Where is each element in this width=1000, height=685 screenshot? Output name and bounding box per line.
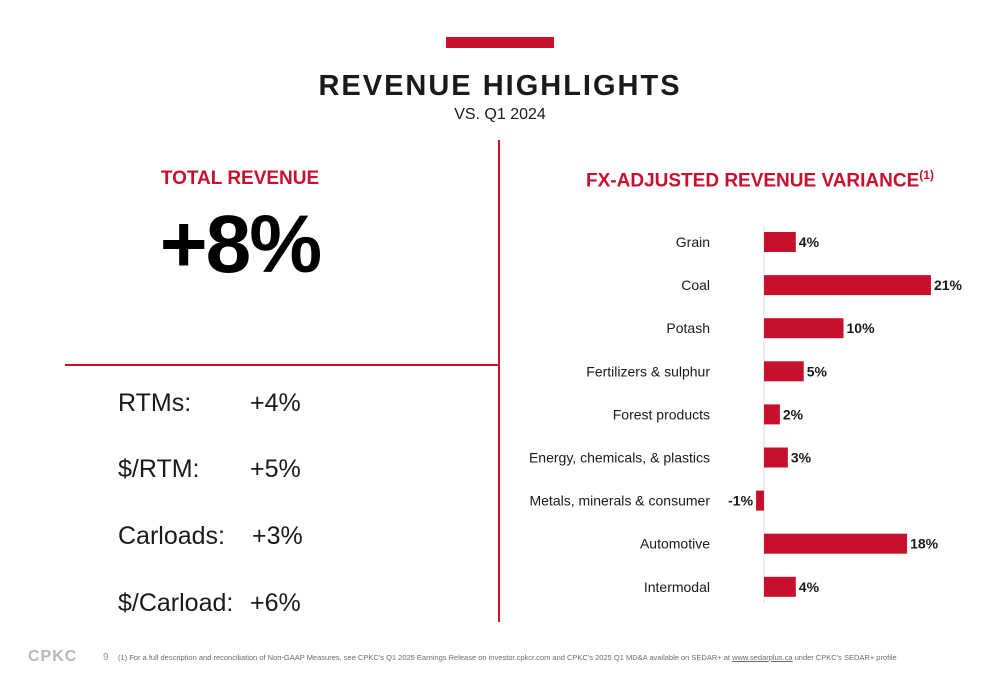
metric-value: +6%: [250, 589, 301, 617]
variance-heading-text: FX-ADJUSTED REVENUE VARIANCE: [586, 170, 920, 192]
footnote-suffix: under CPKC's SEDAR+ profile: [792, 653, 897, 662]
bar: [764, 232, 796, 252]
category-label: Potash: [666, 320, 710, 336]
bar: [764, 533, 908, 554]
footnote-text: (1) For a full description and reconcili…: [118, 653, 733, 662]
data-label: -1%: [728, 493, 753, 509]
bar: [764, 318, 844, 339]
data-label: 18%: [910, 536, 939, 552]
variance-chart-heading: FX-ADJUSTED REVENUE VARIANCE(1): [560, 168, 960, 192]
page-title: REVENUE HIGHLIGHTS: [318, 70, 682, 102]
category-label: Metals, minerals & consumer: [529, 493, 710, 509]
metric-value: +5%: [250, 455, 301, 483]
sedar-link[interactable]: www.sedarplus.ca: [732, 653, 793, 662]
revenue-variance-chart: Grain 4% Coal 21% Potash 10% Fertilizers & sul…: [529, 226, 963, 603]
page-number: 9: [103, 652, 109, 663]
bar: [764, 404, 780, 425]
total-revenue-heading: TOTAL REVENUE: [160, 168, 320, 189]
data-label: 10%: [847, 320, 876, 336]
metric-label: Carloads:: [118, 522, 225, 550]
footnote: (1) For a full description and reconcili…: [118, 653, 897, 662]
horizontal-divider: [65, 364, 499, 366]
page-subtitle: VS. Q1 2024: [454, 106, 546, 123]
category-label: Automotive: [640, 536, 710, 552]
data-label: 3%: [791, 450, 812, 466]
total-revenue-value: +8%: [159, 199, 322, 290]
data-label: 4%: [799, 579, 820, 595]
bar: [764, 361, 804, 382]
footnote-marker: (1): [919, 168, 934, 182]
data-label: 2%: [783, 406, 804, 422]
data-label: 4%: [799, 234, 820, 250]
category-label: Coal: [681, 277, 710, 293]
category-label: Energy, chemicals, & plastics: [529, 450, 710, 466]
metric-label: $/RTM:: [118, 455, 200, 483]
category-label: Forest products: [613, 406, 710, 422]
bar: [764, 576, 796, 597]
bar: [764, 447, 788, 468]
metric-label: RTMs:: [118, 389, 192, 417]
category-label: Fertilizers & sulphur: [586, 363, 710, 379]
category-label: Intermodal: [644, 579, 710, 595]
metric-value: +3%: [252, 522, 303, 550]
data-label: 21%: [934, 277, 963, 293]
metric-value: +4%: [250, 389, 301, 417]
data-label: 5%: [807, 363, 828, 379]
bar: [764, 275, 931, 296]
accent-bar: [446, 37, 554, 48]
vertical-divider: [498, 140, 500, 622]
bar: [756, 490, 764, 511]
metric-label: $/Carload:: [118, 589, 234, 617]
category-label: Grain: [676, 234, 710, 250]
cpkc-logo: CPKC: [28, 648, 78, 665]
